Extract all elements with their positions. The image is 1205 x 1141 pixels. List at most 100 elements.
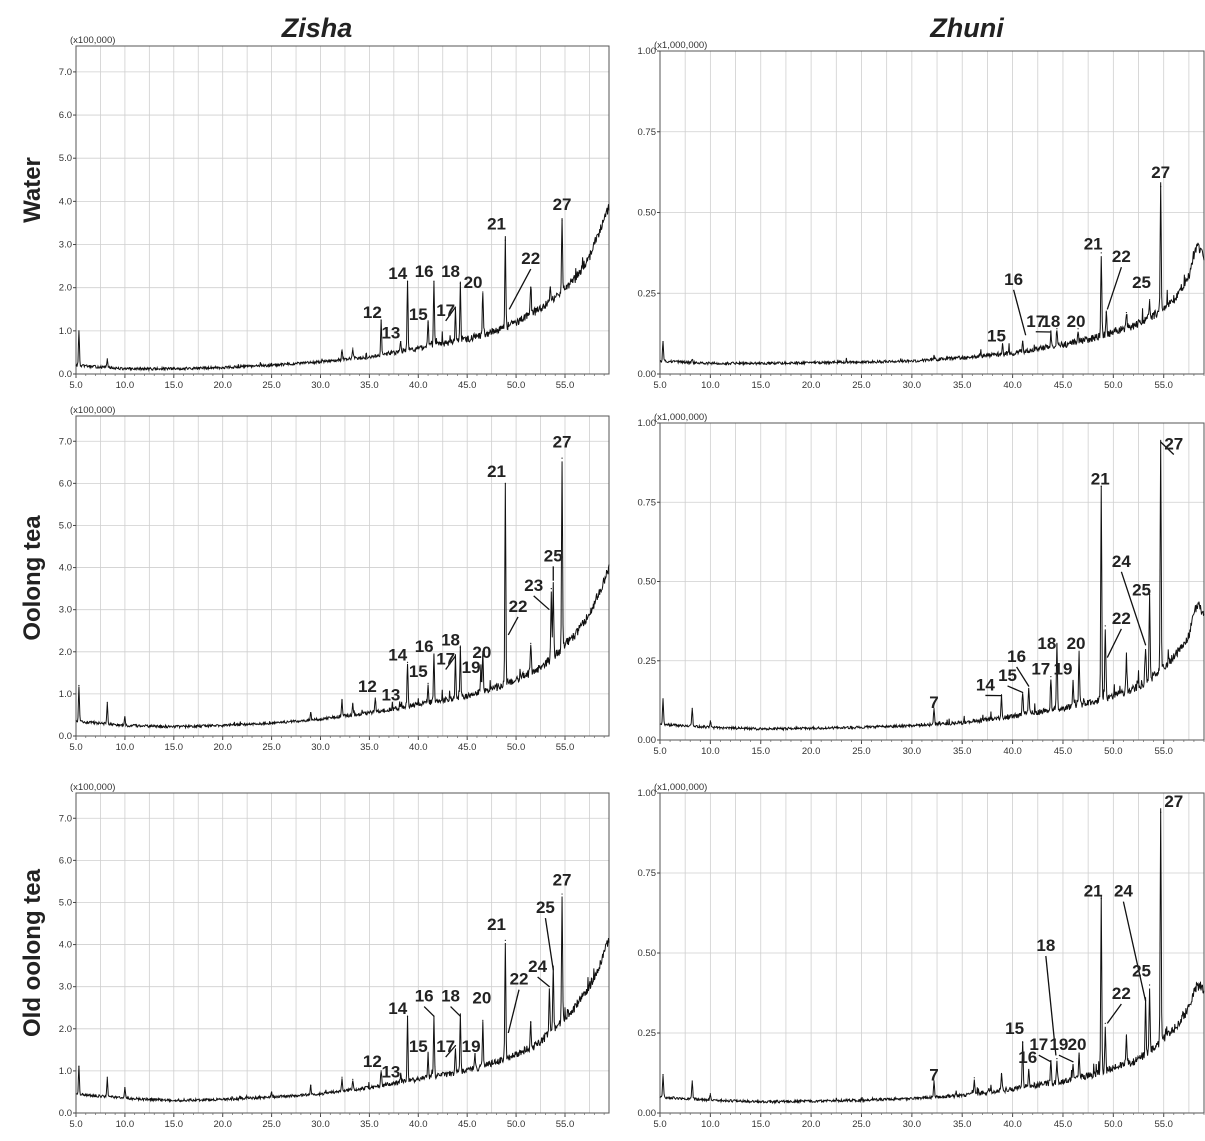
x-tick-label: 15.0 (165, 1119, 184, 1130)
x-tick-label: 25.0 (262, 1119, 281, 1130)
y-tick-label: 0.0 (59, 369, 72, 380)
chromatogram-trace (659, 808, 1205, 1105)
y-tick-label: 6.0 (59, 110, 72, 121)
peak-label: 14 (976, 675, 995, 694)
peak-leader-line (445, 655, 456, 670)
peak-14 (406, 1015, 409, 1017)
peak-label: 18 (1037, 634, 1056, 653)
y-tick-label: 2.0 (59, 1024, 72, 1035)
chart-panel-zisha-old-oolong-tea: (x100,000) 5.0 10.0 15.0 20.0 25.0 30.0 35.0 40.… (59, 782, 610, 1130)
peak-21 (1100, 898, 1102, 900)
x-tick-label: 50.0 (1104, 746, 1123, 757)
peak-12 (380, 1070, 382, 1072)
peak-16 (1022, 341, 1024, 343)
peak-label: 15 (987, 326, 1006, 345)
peak-label: 22 (521, 249, 540, 268)
peak-leader-line (1058, 1054, 1074, 1063)
peak-label: 7 (929, 1066, 938, 1085)
peak-leader-line (1160, 441, 1175, 456)
plot-frame (75, 415, 610, 737)
peak-unlabeled (78, 330, 80, 332)
y-tick-label: 0.75 (638, 127, 657, 138)
peak-leader-line (1106, 1003, 1122, 1024)
peak-label: 13 (381, 685, 400, 704)
peak-unlabeled (106, 1076, 108, 1078)
peak-17 (1050, 676, 1052, 678)
peak-7 (933, 1080, 935, 1082)
x-tick-label: 30.0 (311, 1119, 330, 1130)
chart-panel-zisha-oolong-tea: (x100,000) 5.0 10.0 15.0 20.0 25.0 30.0 35.0 40.… (59, 405, 610, 753)
x-tick-label: 50.0 (507, 380, 526, 391)
x-tick-label: 15.0 (751, 1119, 770, 1130)
x-tick-label: 30.0 (903, 746, 922, 757)
y-tick-label: 0.50 (638, 208, 657, 219)
peak-label: 27 (1151, 163, 1170, 182)
peak-label: 21 (487, 462, 506, 481)
peak-unlabeled (662, 698, 664, 700)
peak-12 (374, 697, 376, 699)
peak-unlabeled (124, 716, 126, 718)
peak-unlabeled (662, 341, 664, 343)
peak-leader-line (445, 306, 456, 322)
y-tick-label: 5.0 (59, 520, 72, 531)
peak-label: 23 (524, 576, 543, 595)
peak-label: 15 (409, 662, 428, 681)
peak-label: 19 (462, 658, 481, 677)
peak-unlabeled (106, 701, 108, 703)
x-tick-label: 55.0 (556, 1119, 575, 1130)
peak-14 (406, 661, 409, 663)
x-tick-label: 45.0 (1054, 1119, 1073, 1130)
x-tick-label: 20.0 (213, 742, 232, 753)
y-multiplier-label: (x1,000,000) (654, 412, 707, 423)
peak-13 (400, 703, 402, 706)
x-tick-label: 40.0 (1003, 1119, 1022, 1130)
peak-label: 22 (1112, 984, 1131, 1003)
peak-label: 17 (436, 1037, 455, 1056)
y-tick-label: 0.00 (638, 735, 657, 746)
peak-21 (1100, 485, 1102, 487)
peak-unlabeled (78, 684, 80, 687)
peak-12 (380, 319, 382, 321)
chart-panel-zhuni-water: (x1,000,000) 5.0 10.0 15.0 20.0 25.0 30.0 35.0 4… (638, 40, 1205, 391)
x-tick-label: 10.0 (116, 1119, 135, 1130)
chart-panel-zhuni-old-oolong-tea: (x1,000,000) 5.0 10.0 15.0 20.0 25.0 30.0 35.0 4… (638, 782, 1205, 1130)
peak-label: 25 (1132, 580, 1151, 599)
peak-25 (1149, 984, 1151, 986)
peak-15 (1001, 344, 1004, 346)
y-tick-label: 6.0 (59, 855, 72, 866)
peak-label: 24 (1112, 552, 1131, 571)
x-tick-label: 15.0 (165, 742, 184, 753)
x-tick-label: 50.0 (507, 1119, 526, 1130)
peak-unlabeled (270, 1091, 273, 1093)
peak-leader-line (1120, 571, 1147, 646)
peak-leader-line (1038, 1054, 1052, 1063)
peak-21 (504, 939, 506, 941)
peak-unlabeled (341, 699, 343, 701)
x-tick-label: 30.0 (311, 380, 330, 391)
peak-22 (1104, 1022, 1106, 1024)
peak-unlabeled (709, 1093, 711, 1095)
y-tick-label: 0.50 (638, 948, 657, 959)
peak-unlabeled (973, 1077, 975, 1079)
x-tick-label: 40.0 (1003, 380, 1022, 391)
peak-19 (474, 1053, 476, 1055)
x-tick-label: 25.0 (262, 742, 281, 753)
x-tick-label: 5.0 (69, 1119, 82, 1130)
peak-label: 15 (409, 305, 428, 324)
x-tick-label: 35.0 (360, 742, 379, 753)
peak-unlabeled (352, 703, 354, 706)
y-tick-label: 1.00 (638, 46, 657, 57)
y-tick-label: 2.0 (59, 647, 72, 658)
peak-21 (504, 239, 506, 241)
peak-label: 19 (462, 1037, 481, 1056)
y-tick-label: 0.0 (59, 1108, 72, 1119)
peak-label: 25 (1132, 962, 1151, 981)
peak-unlabeled (1125, 660, 1128, 662)
peak-16 (433, 280, 435, 282)
peak-25 (1149, 593, 1151, 595)
peak-unlabeled (352, 1078, 354, 1080)
peak-leader-line (450, 1006, 461, 1017)
peak-label: 22 (1112, 609, 1131, 628)
peak-unlabeled (709, 720, 711, 722)
peak-22 (530, 287, 532, 289)
